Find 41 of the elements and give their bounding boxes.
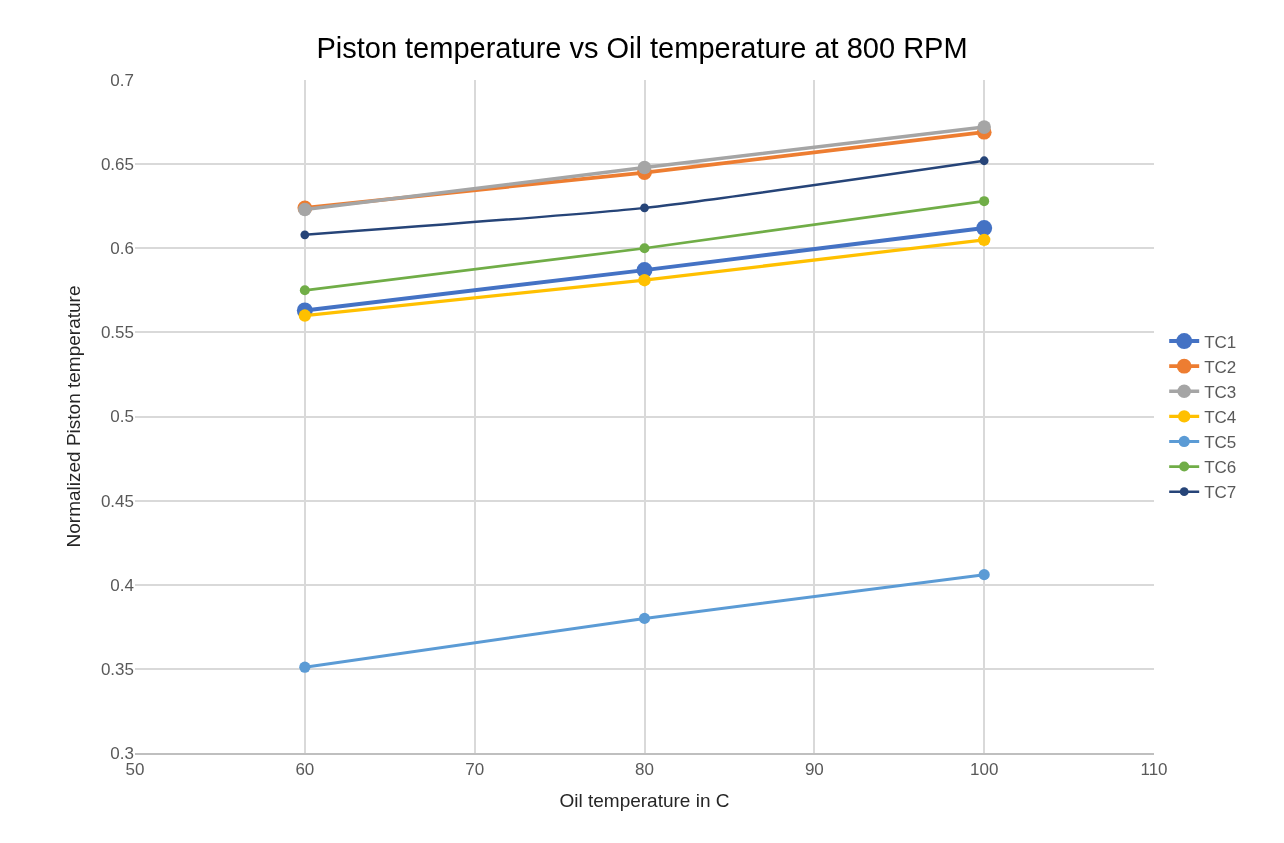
point: [299, 661, 311, 673]
point: [298, 309, 312, 322]
legend-label: TC1: [1204, 332, 1237, 352]
point: [979, 196, 990, 207]
x-tick-label: 90: [804, 760, 824, 780]
x-tick-label: 80: [635, 760, 654, 780]
y-tick-label: 0.65: [100, 155, 134, 175]
legend-label: TC2: [1204, 357, 1237, 377]
legend-label: TC4: [1204, 407, 1237, 427]
point: [637, 160, 652, 175]
y-tick-label: 0.3: [110, 743, 134, 763]
point: [299, 285, 310, 296]
point: [978, 569, 990, 581]
y-axis-title: Normalized Piston temperature: [62, 285, 84, 548]
y-tick-label: 0.5: [110, 407, 134, 427]
point: [976, 220, 993, 237]
chart-title: Piston temperature vs Oil temperature at 800 RPM: [316, 32, 968, 65]
point: [639, 243, 650, 254]
x-tick-label: 50: [125, 760, 145, 780]
y-tick-label: 0.45: [100, 491, 134, 511]
y-tick-label: 0.7: [110, 70, 134, 90]
point: [638, 274, 651, 287]
x-tick-label: 60: [295, 760, 315, 780]
point: [640, 203, 649, 213]
point: [977, 233, 991, 247]
x-tick-label: 70: [465, 760, 485, 780]
y-tick-label: 0.6: [110, 239, 134, 259]
x-axis-title: Oil temperature in C: [559, 789, 730, 811]
point: [977, 120, 991, 134]
point: [979, 156, 989, 166]
point: [638, 612, 651, 624]
y-tick-label: 0.4: [110, 575, 134, 595]
y-tick-label: 0.55: [100, 323, 134, 343]
x-tick-label: 100: [969, 760, 999, 780]
x-tick-label: 110: [1140, 760, 1168, 780]
legend-label: TC5: [1204, 433, 1237, 453]
legend-label: TC6: [1204, 458, 1237, 478]
legend-label: TC3: [1204, 382, 1237, 402]
point: [300, 230, 310, 240]
legend-label: TC7: [1204, 483, 1237, 503]
y-tick-label: 0.35: [100, 659, 134, 679]
